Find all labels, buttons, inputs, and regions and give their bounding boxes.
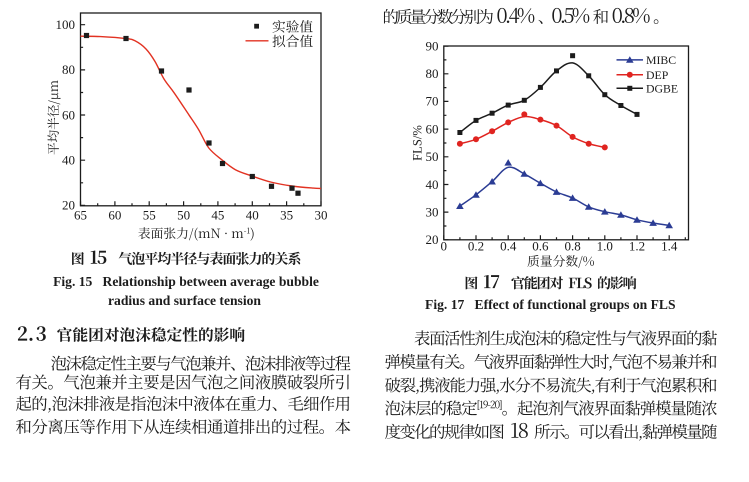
svg-text:60: 60	[62, 107, 75, 122]
svg-text:0.6: 0.6	[532, 239, 549, 254]
svg-text:50: 50	[177, 208, 190, 223]
svg-text:1.2: 1.2	[629, 239, 645, 254]
svg-text:30: 30	[315, 208, 328, 223]
svg-text:0.8: 0.8	[564, 239, 580, 254]
svg-text:60: 60	[108, 208, 121, 223]
svg-text:FLS/%: FLS/%	[411, 125, 425, 161]
svg-text:0: 0	[441, 239, 448, 254]
svg-text:0.4: 0.4	[500, 239, 517, 254]
svg-text:1.0: 1.0	[597, 239, 613, 254]
svg-text:30: 30	[426, 204, 439, 219]
svg-text:Fig. 15 Relationship between: Fig. 15 Relationship between average bub…	[53, 274, 319, 289]
svg-text:40: 40	[246, 208, 259, 223]
svg-text:65: 65	[74, 208, 87, 223]
svg-text:20: 20	[426, 232, 439, 247]
svg-text:40: 40	[426, 177, 439, 192]
svg-text:MIBC: MIBC	[646, 53, 676, 67]
svg-text:Fig. 17 Effect of functional: Fig. 17 Effect of functional groups on F…	[425, 297, 676, 312]
svg-text:55: 55	[143, 208, 156, 223]
svg-text:90: 90	[426, 38, 439, 53]
svg-text:35: 35	[280, 208, 293, 223]
svg-text:100: 100	[56, 17, 76, 32]
svg-text:70: 70	[426, 94, 439, 109]
svg-text:0.2: 0.2	[468, 239, 484, 254]
svg-text:DGBE: DGBE	[646, 82, 678, 96]
svg-text:80: 80	[426, 66, 439, 81]
svg-text:1.4: 1.4	[661, 239, 678, 254]
svg-text:radius and surface tension: radius and surface tension	[108, 293, 261, 308]
svg-text:DEP: DEP	[646, 68, 669, 82]
svg-text:80: 80	[62, 62, 75, 77]
svg-text:50: 50	[426, 149, 439, 164]
svg-text:40: 40	[62, 153, 75, 168]
svg-text:20: 20	[62, 198, 75, 213]
svg-text:60: 60	[426, 121, 439, 136]
svg-text:45: 45	[211, 208, 224, 223]
